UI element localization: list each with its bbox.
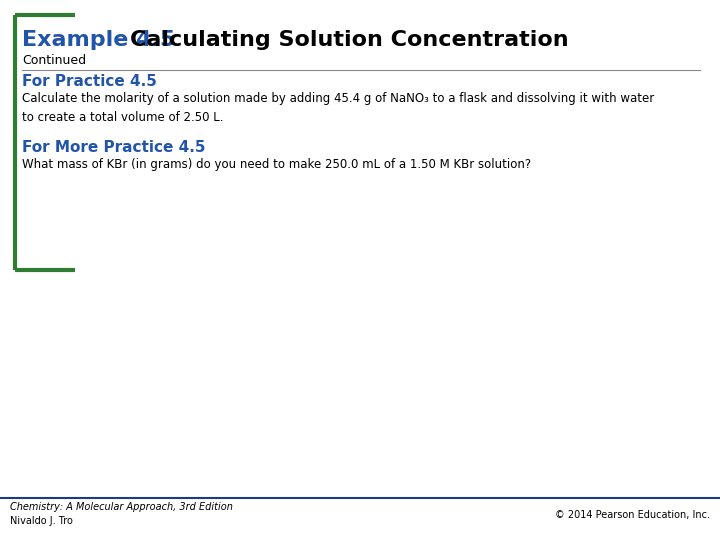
Text: For Practice 4.5: For Practice 4.5	[22, 74, 157, 89]
Text: Continued: Continued	[22, 54, 86, 67]
Text: Chemistry: A Molecular Approach, 3rd Edition: Chemistry: A Molecular Approach, 3rd Edi…	[10, 502, 233, 512]
Text: Calculating Solution Concentration: Calculating Solution Concentration	[130, 30, 569, 50]
Text: Nivaldo J. Tro: Nivaldo J. Tro	[10, 516, 73, 526]
Text: Calculate the molarity of a solution made by adding 45.4 g of NaNO₃ to a flask a: Calculate the molarity of a solution mad…	[22, 92, 654, 124]
Text: © 2014 Pearson Education, Inc.: © 2014 Pearson Education, Inc.	[555, 510, 710, 520]
Text: For More Practice 4.5: For More Practice 4.5	[22, 140, 205, 155]
Text: What mass of KBr (in grams) do you need to make 250.0 mL of a 1.50 M KBr solutio: What mass of KBr (in grams) do you need …	[22, 158, 531, 171]
Text: Example 4.5: Example 4.5	[22, 30, 175, 50]
